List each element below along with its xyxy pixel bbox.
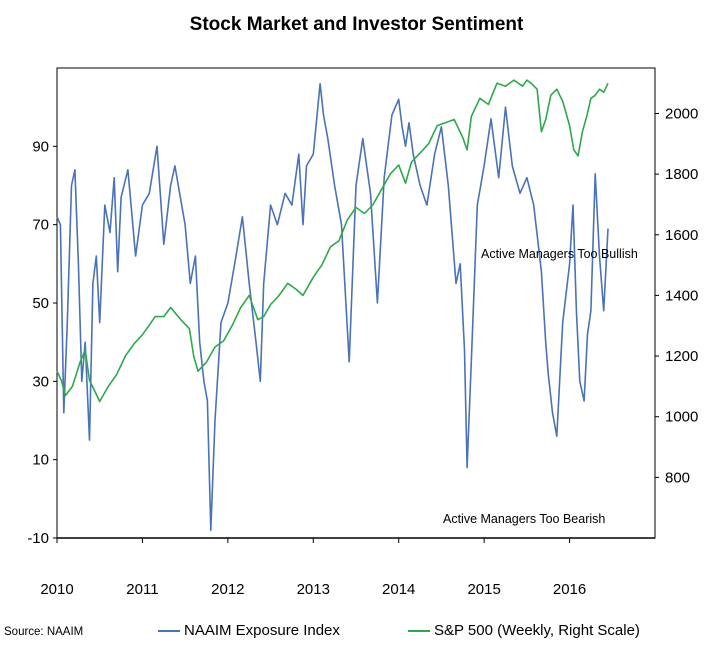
- annotation-bullish: Active Managers Too Bullish: [481, 247, 638, 261]
- left-axis: -10 10 30 50 70 90: [27, 138, 57, 547]
- naaim-series-line: [56, 82, 609, 532]
- x-tick-label: 2012: [211, 581, 244, 598]
- source-note: Source: NAAIM: [4, 626, 84, 638]
- left-tick-label: -10: [27, 530, 49, 547]
- right-tick-label: 1200: [665, 348, 698, 365]
- sp500-series-line: [56, 79, 609, 403]
- legend-label-sp500: S&P 500 (Weekly, Right Scale): [434, 622, 640, 639]
- x-tick-label: 2016: [553, 581, 586, 598]
- right-tick-label: 1400: [665, 287, 698, 304]
- x-tick-label: 2014: [382, 581, 415, 598]
- annotation-bearish: Active Managers Too Bearish: [443, 512, 605, 526]
- legend-item-sp500: S&P 500 (Weekly, Right Scale): [408, 622, 640, 639]
- legend-label-naaim: NAAIM Exposure Index: [184, 622, 340, 639]
- left-tick-label: 30: [32, 373, 49, 390]
- series-layer: [56, 79, 609, 532]
- x-tick-label: 2010: [40, 581, 73, 598]
- legend-swatch-sp500: [408, 630, 430, 633]
- right-tick-label: 1000: [665, 409, 698, 426]
- legend: NAAIM Exposure Index S&P 500 (Weekly, Ri…: [0, 622, 713, 642]
- x-tick-label: 2015: [467, 581, 500, 598]
- right-tick-label: 2000: [665, 105, 698, 122]
- left-tick-label: 10: [32, 452, 49, 469]
- right-axis: 800 1000 1200 1400 1600 1800 2000: [655, 105, 698, 486]
- right-tick-label: 1600: [665, 227, 698, 244]
- right-tick-label: 1800: [665, 166, 698, 183]
- x-tick-label: 2011: [126, 581, 158, 598]
- left-tick-label: 70: [32, 217, 49, 234]
- x-axis: 2010 2011 2012 2013 2014 2015 2016: [40, 538, 586, 598]
- right-tick-label: 800: [665, 469, 690, 486]
- legend-item-naaim: NAAIM Exposure Index: [158, 622, 340, 639]
- x-tick-label: 2013: [297, 581, 330, 598]
- left-tick-label: 50: [32, 295, 49, 312]
- chart-title: Stock Market and Investor Sentiment: [189, 14, 524, 35]
- left-tick-label: 90: [32, 138, 49, 155]
- legend-swatch-naaim: [158, 630, 180, 633]
